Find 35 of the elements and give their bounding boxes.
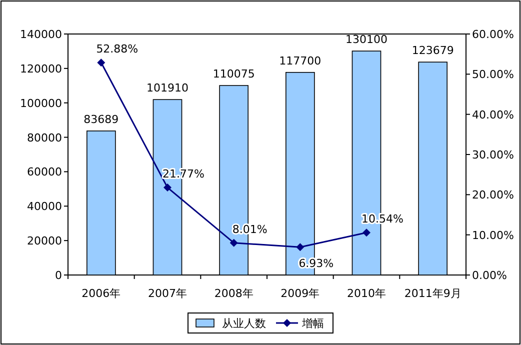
y-tick-label: 20000 bbox=[27, 234, 62, 248]
point bbox=[296, 243, 304, 252]
y-tick-label: 60000 bbox=[27, 166, 62, 179]
y2-tick-label: 40.00% bbox=[472, 108, 514, 122]
x-tick-label: 2006年 bbox=[82, 287, 121, 300]
point bbox=[97, 58, 106, 67]
point bbox=[230, 238, 238, 247]
data-label: 101910 bbox=[146, 82, 188, 95]
legend-label: 从业人数 bbox=[222, 317, 266, 330]
y2-tick-label: 0.00% bbox=[472, 269, 507, 282]
x-tick-label: 2010年 bbox=[347, 287, 386, 300]
y2-tick-label: 50.00% bbox=[472, 68, 514, 82]
data-label: 130100 bbox=[346, 33, 388, 46]
y-tick-label: 120000 bbox=[20, 62, 62, 76]
x-tick-label: 2008年 bbox=[214, 287, 254, 300]
x-tick-label: 2009年 bbox=[280, 287, 320, 300]
y2-tick-label: 30.00% bbox=[472, 148, 514, 162]
y-tick-label: 40000 bbox=[27, 200, 62, 214]
data-label: 123679 bbox=[412, 44, 454, 58]
x-tick-label: 2007年 bbox=[148, 287, 187, 300]
data-label: 110075 bbox=[212, 68, 255, 81]
data-label: 83689 bbox=[84, 112, 119, 126]
data-label: 117700 bbox=[279, 54, 322, 68]
point bbox=[164, 184, 172, 192]
y2-tick-label: 60.00% bbox=[472, 28, 514, 41]
y2-tick-label: 20.00% bbox=[472, 188, 514, 202]
point bbox=[362, 228, 370, 237]
y-tick-label: 140000 bbox=[20, 28, 62, 41]
data-label: 52.88% bbox=[96, 42, 138, 56]
y-tick-label: 100000 bbox=[20, 96, 62, 110]
y-tick-label: 0 bbox=[55, 269, 62, 282]
y-tick-label: 80000 bbox=[27, 131, 62, 144]
legend-label: 增幅 bbox=[301, 317, 324, 330]
x-tick-label: 2011年9月 bbox=[404, 287, 462, 300]
y2-tick-label: 10.00% bbox=[472, 228, 514, 242]
